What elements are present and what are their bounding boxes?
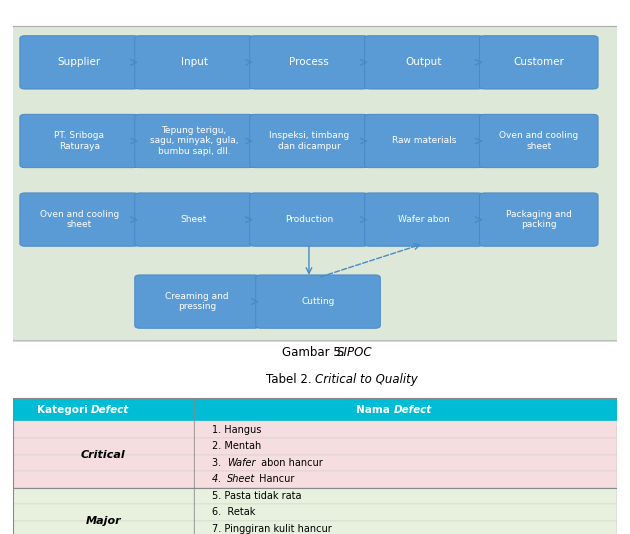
Text: Hancur: Hancur	[256, 474, 295, 484]
Text: 4.: 4.	[212, 474, 225, 484]
FancyBboxPatch shape	[135, 36, 253, 89]
Bar	[13, 438, 194, 454]
Text: Packaging and
packing: Packaging and packing	[506, 210, 571, 229]
Bar	[13, 504, 194, 521]
Text: Sheet: Sheet	[181, 215, 207, 224]
Text: Major: Major	[86, 516, 121, 526]
FancyBboxPatch shape	[365, 36, 483, 89]
Bar	[194, 454, 617, 471]
Text: Wafer: Wafer	[227, 458, 256, 468]
Text: abon hancur: abon hancur	[258, 458, 323, 468]
Text: Nama: Nama	[356, 405, 394, 415]
Text: SIPOC: SIPOC	[336, 347, 372, 359]
Text: Tepung terigu,
sagu, minyak, gula,
bumbu sapi, dll.: Tepung terigu, sagu, minyak, gula, bumbu…	[150, 126, 238, 156]
Bar	[194, 471, 617, 488]
Text: Oven and cooling
sheet: Oven and cooling sheet	[40, 210, 118, 229]
FancyBboxPatch shape	[135, 275, 260, 328]
FancyBboxPatch shape	[479, 114, 598, 168]
Bar	[13, 398, 194, 421]
Text: Output: Output	[406, 57, 442, 67]
Text: Tabel 2.: Tabel 2.	[266, 373, 315, 387]
Text: 2. Mentah: 2. Mentah	[212, 441, 261, 451]
Text: Production: Production	[285, 215, 333, 224]
Text: Customer: Customer	[513, 57, 564, 67]
FancyBboxPatch shape	[135, 193, 253, 246]
Bar	[13, 521, 194, 534]
FancyBboxPatch shape	[20, 193, 139, 246]
Text: Critical: Critical	[81, 450, 126, 460]
FancyBboxPatch shape	[249, 36, 368, 89]
Text: Defect: Defect	[91, 405, 130, 415]
FancyBboxPatch shape	[9, 27, 621, 341]
Text: Process: Process	[289, 57, 329, 67]
Bar	[13, 471, 194, 488]
Text: Defect: Defect	[394, 405, 432, 415]
FancyBboxPatch shape	[249, 193, 368, 246]
Bar	[194, 521, 617, 534]
FancyBboxPatch shape	[256, 275, 381, 328]
Text: Gambar 5.: Gambar 5.	[282, 347, 348, 359]
Text: Cutting: Cutting	[301, 297, 335, 306]
Bar	[13, 454, 194, 471]
Text: Supplier: Supplier	[57, 57, 101, 67]
Text: 3.: 3.	[212, 458, 224, 468]
Bar	[13, 421, 194, 438]
Text: 1. Hangus: 1. Hangus	[212, 425, 261, 435]
Text: Oven and cooling
sheet: Oven and cooling sheet	[499, 131, 578, 151]
Text: 7. Pinggiran kulit hancur: 7. Pinggiran kulit hancur	[212, 524, 332, 534]
FancyBboxPatch shape	[365, 114, 483, 168]
Text: Critical to Quality: Critical to Quality	[315, 373, 418, 387]
Bar	[194, 438, 617, 454]
FancyBboxPatch shape	[20, 36, 139, 89]
Text: PT. Sriboga
Raturaya: PT. Sriboga Raturaya	[54, 131, 104, 151]
Text: Creaming and
pressing: Creaming and pressing	[165, 292, 229, 311]
Bar	[194, 504, 617, 521]
FancyBboxPatch shape	[479, 36, 598, 89]
Text: Input: Input	[181, 57, 207, 67]
Text: Kategori: Kategori	[37, 405, 91, 415]
FancyBboxPatch shape	[365, 193, 483, 246]
Bar	[194, 398, 617, 421]
Text: 6.  Retak: 6. Retak	[212, 507, 256, 517]
Text: Sheet: Sheet	[227, 474, 256, 484]
FancyBboxPatch shape	[135, 114, 253, 168]
FancyBboxPatch shape	[20, 114, 139, 168]
FancyBboxPatch shape	[479, 193, 598, 246]
Bar	[194, 488, 617, 504]
Bar	[13, 488, 194, 504]
Bar	[194, 421, 617, 438]
Text: Inspeksi, timbang
dan dicampur: Inspeksi, timbang dan dicampur	[269, 131, 349, 151]
Text: Wafer abon: Wafer abon	[398, 215, 450, 224]
Text: Raw materials: Raw materials	[392, 137, 456, 145]
Text: 5. Pasta tidak rata: 5. Pasta tidak rata	[212, 491, 302, 501]
FancyBboxPatch shape	[249, 114, 368, 168]
